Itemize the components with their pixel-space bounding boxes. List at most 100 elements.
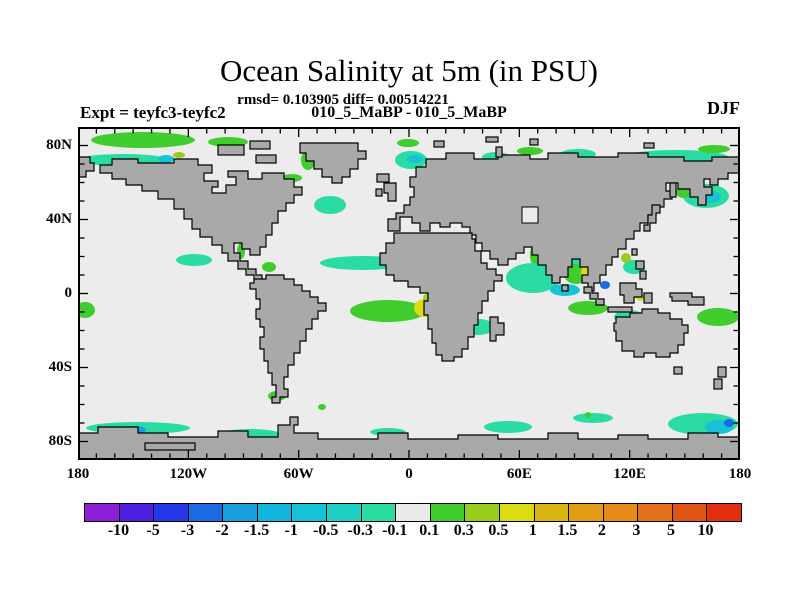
- x-axis-tick-label: 180: [66, 466, 90, 482]
- x-axis-tick-label: 180: [728, 466, 752, 482]
- colorbar-segment: [188, 504, 223, 521]
- caspian-sea: [521, 206, 539, 224]
- world-map-svg: [75, 127, 741, 461]
- landmass-australia: [613, 308, 689, 358]
- landmass-africa: [379, 232, 503, 362]
- colorbar-segment: [638, 504, 672, 521]
- colorbar-segment: [534, 504, 569, 521]
- anomaly-patch: [176, 254, 212, 266]
- landmass-sri-lanka: [561, 284, 569, 292]
- continents-group: [77, 136, 741, 461]
- colorbar-segment: [223, 504, 257, 521]
- colorbar-segment: [119, 504, 154, 521]
- colorbar-segment: [465, 504, 499, 521]
- anomaly-patch: [484, 421, 532, 433]
- landmass-novaya-zemlya: [495, 146, 503, 158]
- colorbar-segment: [85, 504, 119, 521]
- landmass-tasmania: [673, 366, 683, 375]
- anomaly-patch: [407, 155, 423, 163]
- y-axis-tick-label: 0: [64, 284, 73, 301]
- landmass-new-zealand: [713, 378, 723, 390]
- colorbar-segment: [361, 504, 396, 521]
- landmass-sulawesi: [643, 292, 653, 304]
- x-axis-tick-label: 60W: [283, 466, 314, 482]
- colorbar-tick-label: -1: [284, 522, 298, 539]
- landmass-arctic-island: [255, 154, 277, 164]
- landmass-greenland: [299, 142, 367, 184]
- colorbar-tick-label: 2: [597, 522, 606, 539]
- landmass-arctic-island: [249, 140, 271, 150]
- anomaly-patch: [621, 253, 631, 263]
- anomaly-patch: [158, 155, 174, 163]
- colorbar-tick-label: -0.5: [313, 522, 339, 539]
- x-axis-tick-label: 120E: [613, 466, 646, 482]
- anomaly-patch: [724, 419, 734, 427]
- landmass-sumatra: [583, 286, 605, 306]
- x-axis-tick-label: 60E: [506, 466, 532, 482]
- colorbar-segment: [603, 504, 638, 521]
- landmass-britain: [383, 182, 397, 202]
- anomaly-patch: [517, 147, 543, 155]
- experiment-label: Expt = teyfc3-teyfc2: [80, 103, 226, 122]
- landmass-new-zealand: [717, 366, 727, 378]
- comparison-line: 010_5_MaBP - 010_5_MaBP: [311, 104, 507, 121]
- colorbar-segment: [257, 504, 292, 521]
- colorbar-segment: [569, 504, 603, 521]
- colorbar-tick-label: -0.3: [347, 522, 373, 539]
- colorbar-segment: [292, 504, 327, 521]
- landmass-new-siberian: [643, 142, 655, 149]
- anomaly-patch: [573, 413, 613, 423]
- colorbar-tick-label: -10: [107, 522, 130, 539]
- colorbar-tick-label: -0.1: [382, 522, 408, 539]
- landmass-madagascar: [489, 316, 505, 342]
- y-axis-tick-label: 40S: [48, 358, 72, 375]
- colorbar-segment: [154, 504, 188, 521]
- landmass-antarctica: [77, 416, 741, 461]
- landmass-ireland: [375, 188, 383, 197]
- landmass-south-america: [249, 274, 327, 404]
- colorbar-segment: [499, 504, 534, 521]
- landmass-north-america: [99, 158, 303, 282]
- anomaly-patch: [397, 139, 419, 147]
- colorbar-segment: [707, 504, 741, 521]
- colorbar-tick-label: 1.5: [557, 522, 578, 539]
- anomaly-patch: [173, 152, 185, 158]
- landmass-taiwan: [631, 248, 638, 256]
- landmass-java: [607, 306, 633, 313]
- y-axis-tick-label: 40N: [46, 210, 72, 227]
- colorbar-tick-label: 0.3: [453, 522, 474, 539]
- colorbar: [84, 503, 742, 522]
- landmass-svalbard: [433, 140, 445, 148]
- anomaly-patch: [314, 196, 346, 214]
- colorbar-tick-label: 3: [632, 522, 641, 539]
- anomaly-patch: [585, 412, 591, 418]
- x-axis-tick-label: 0: [405, 466, 413, 482]
- landmass-borneo: [619, 282, 643, 304]
- x-axis-tick-label: 120W: [169, 466, 208, 482]
- landmass-sakhalin: [669, 182, 677, 198]
- colorbar-tick-label: -5: [146, 522, 160, 539]
- colorbar-segment: [672, 504, 707, 521]
- map-tick-marks: [80, 129, 738, 458]
- colorbar-tick-label: -1.5: [243, 522, 270, 539]
- landmass-severnaya-zemlya: [529, 138, 539, 146]
- colorbar-segment: [327, 504, 361, 521]
- landmass-ice-shelf: [144, 442, 196, 451]
- season-label: DJF: [707, 98, 740, 118]
- anomaly-patch: [600, 281, 610, 289]
- landmass-philippines: [635, 260, 645, 270]
- plot-title: Ocean Salinity at 5m (in PSU): [220, 53, 598, 88]
- landmass-philippines: [639, 270, 647, 280]
- anomaly-patch: [350, 300, 426, 322]
- colorbar-tick-label: 10: [697, 522, 714, 539]
- landmass-franz-josef: [485, 136, 499, 143]
- anomaly-patch: [697, 308, 739, 326]
- map-plot-area: [75, 127, 741, 461]
- landmass-new-guinea: [669, 292, 705, 306]
- stats-line: rmsd= 0.103905 diff= 0.00514221: [237, 92, 449, 108]
- colorbar-tick-label: 0.5: [488, 522, 509, 539]
- anomaly-patch: [262, 262, 276, 272]
- colorbar-tick-label: 0.1: [419, 522, 440, 539]
- landmass-japan: [643, 204, 661, 232]
- y-axis-tick-label: 80S: [48, 432, 72, 449]
